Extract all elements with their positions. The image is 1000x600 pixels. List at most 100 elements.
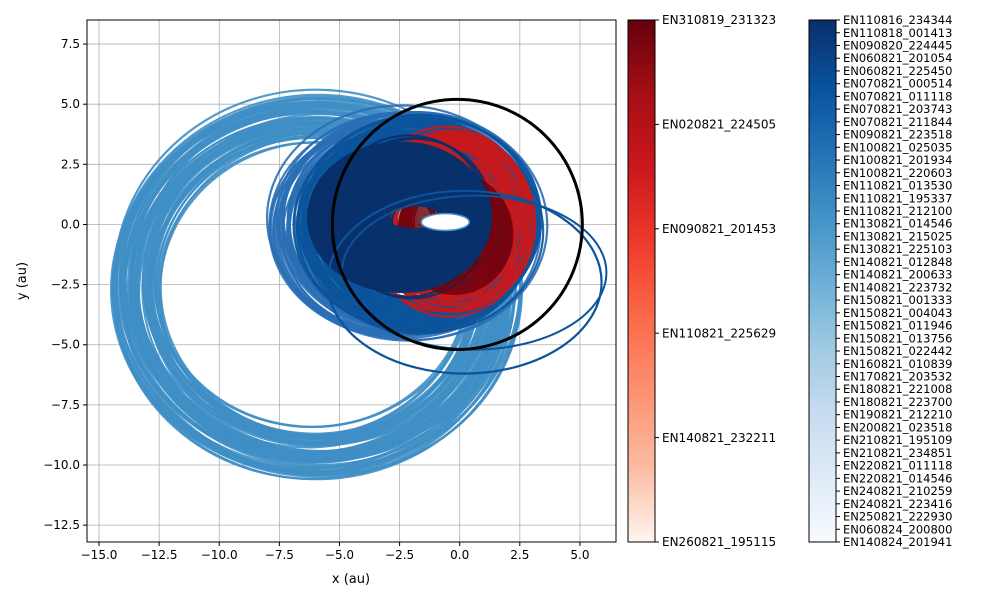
- colorbar-tick-label: EN150821_011946: [843, 319, 952, 333]
- colorbar-reds-fill: [627, 19, 656, 543]
- orbit-track: [314, 147, 488, 287]
- x-tick-label: −5.0: [325, 548, 354, 562]
- orbit-track: [344, 171, 469, 263]
- x-tick-label: −12.5: [141, 548, 178, 562]
- colorbar-tick-label: EN180821_223700: [843, 395, 952, 409]
- colorbar-tick-label: EN140821_200633: [843, 268, 952, 282]
- orbit-center-gap: [420, 212, 471, 232]
- colorbar-tick-label: EN090821_201453: [662, 222, 776, 236]
- y-tick-label: −5.0: [51, 338, 80, 352]
- colorbar-tick-label: EN150821_001333: [843, 293, 952, 307]
- colorbar-tick-label: EN260821_195115: [662, 535, 776, 549]
- orbit-tracks: [110, 88, 608, 481]
- colorbar-tick-label: EN180821_221008: [843, 382, 952, 396]
- x-tick-label: −7.5: [265, 548, 294, 562]
- colorbar-tick-label: EN130821_215025: [843, 229, 952, 243]
- colorbar-tick-label: EN130821_014546: [843, 217, 952, 231]
- y-tick-label: −7.5: [51, 398, 80, 412]
- reference-circle-group: [330, 97, 584, 352]
- colorbar-tick-label: EN090821_223518: [843, 128, 952, 142]
- y-tick-label: 5.0: [61, 97, 80, 111]
- x-tick-label: −15.0: [81, 548, 118, 562]
- orbit-track: [312, 146, 489, 289]
- colorbar-tick-label: EN100821_220603: [843, 166, 952, 180]
- colorbar-tick-label: EN160821_010839: [843, 357, 952, 371]
- colorbar-tick-label: EN140821_232211: [662, 431, 776, 445]
- colorbar-tick-label: EN070821_000514: [843, 77, 952, 91]
- colorbar-tick-label: EN140824_201941: [843, 535, 952, 549]
- orbit-track: [326, 189, 603, 375]
- orbit-track: [338, 167, 473, 268]
- colorbar-blues: EN110816_234344EN110818_001413EN090820_2…: [808, 13, 952, 549]
- colorbar-tick-label: EN060824_200800: [843, 522, 952, 536]
- colorbar-tick-label: EN150821_004043: [843, 306, 952, 320]
- orbit-track: [301, 123, 545, 333]
- colorbar-tick-label: EN060821_201054: [843, 51, 952, 65]
- reference-circle: [330, 97, 584, 352]
- y-tick-label: −2.5: [51, 278, 80, 292]
- colorbar-reds: EN310819_231323 EN020821_224505 EN090821_2…: [627, 13, 776, 549]
- y-tick-label: 2.5: [61, 157, 80, 171]
- orbit-track: [342, 170, 470, 265]
- colorbar-tick-label: EN220821_011118: [843, 459, 952, 473]
- orbit-track: [320, 152, 484, 282]
- colorbar-tick-label: EN140821_223732: [843, 280, 952, 294]
- colorbar-tick-label: EN170821_203532: [843, 370, 952, 384]
- y-axis-ticks: −12.5 −10.0 −7.5 −5.0 −2.5 0.0 2.5 5.0 7.5: [43, 37, 87, 532]
- y-tick-label: 7.5: [61, 37, 80, 51]
- colorbar-tick-label: EN240821_210259: [843, 484, 952, 498]
- colorbar-tick-label: EN130821_225103: [843, 242, 952, 256]
- colorbar-tick-label: EN110816_234344: [843, 13, 952, 27]
- orbit-track: [316, 149, 486, 286]
- orbit-track: [322, 154, 483, 281]
- y-axis-label: y (au): [15, 262, 30, 300]
- colorbar-tick-label: EN150821_013756: [843, 331, 952, 345]
- axes-frame: [86, 19, 617, 543]
- colorbar-tick-label: EN100821_025035: [843, 140, 952, 154]
- colorbar-tick-label: EN310819_231323: [662, 13, 776, 27]
- y-tick-label: −12.5: [43, 518, 80, 532]
- x-tick-label: −10.0: [201, 548, 238, 562]
- colorbar-blues-fill: [808, 19, 837, 543]
- orbit-track: [340, 168, 472, 266]
- colorbar-tick-label: EN110821_225629: [662, 326, 776, 340]
- colorbar-tick-label: EN110818_001413: [843, 26, 952, 40]
- colorbar-tick-label: EN200821_023518: [843, 420, 952, 434]
- orbit-track: [318, 151, 485, 284]
- colorbar-tick-label: EN210821_195109: [843, 433, 952, 447]
- orbit-track: [296, 117, 539, 324]
- x-tick-label: 2.5: [510, 548, 529, 562]
- orbit-track: [278, 110, 549, 341]
- orbit-track: [307, 141, 493, 294]
- colorbar-tick-label: EN140821_012848: [843, 255, 952, 269]
- orbit-track: [308, 143, 491, 292]
- colorbar-tick-label: EN070821_211844: [843, 115, 952, 129]
- colorbar-tick-label: EN110821_212100: [843, 204, 952, 218]
- x-tick-label: 0.0: [450, 548, 469, 562]
- colorbar-tick-label: EN190821_212210: [843, 408, 952, 422]
- colorbar-tick-label: EN210821_234851: [843, 446, 952, 460]
- x-tick-label: −2.5: [385, 548, 414, 562]
- y-tick-label: −10.0: [43, 458, 80, 472]
- orbit-track: [328, 159, 479, 276]
- y-tick-label: 0.0: [61, 217, 80, 231]
- colorbar-tick-label: EN070821_011118: [843, 89, 952, 103]
- orbit-track: [336, 165, 474, 269]
- colorbar-tick-label: EN100821_201934: [843, 153, 952, 167]
- colorbar-tick-label: EN060821_225450: [843, 64, 952, 78]
- x-axis-label: x (au): [332, 572, 370, 587]
- x-tick-label: 5.0: [570, 548, 589, 562]
- x-axis-ticks: −15.0 −12.5 −10.0 −7.5 −5.0 −2.5 0.0 2.5 5.0: [81, 542, 589, 562]
- colorbar-tick-label: EN240821_223416: [843, 497, 952, 511]
- colorbar-tick-label: EN220821_014546: [843, 471, 952, 485]
- colorbar-tick-label: EN020821_224505: [662, 118, 776, 132]
- colorbar-tick-label: EN250821_222930: [843, 510, 952, 524]
- colorbar-tick-label: EN110821_013530: [843, 179, 952, 193]
- orbit-track: [326, 157, 480, 277]
- colorbar-tick-label: EN070821_203743: [843, 102, 952, 116]
- colorbar-tick-label: EN110821_195337: [843, 191, 952, 205]
- colorbar-tick-label: EN150821_022442: [843, 344, 952, 358]
- orbit-track: [334, 163, 475, 271]
- colorbar-tick-label: EN090820_224445: [843, 38, 952, 52]
